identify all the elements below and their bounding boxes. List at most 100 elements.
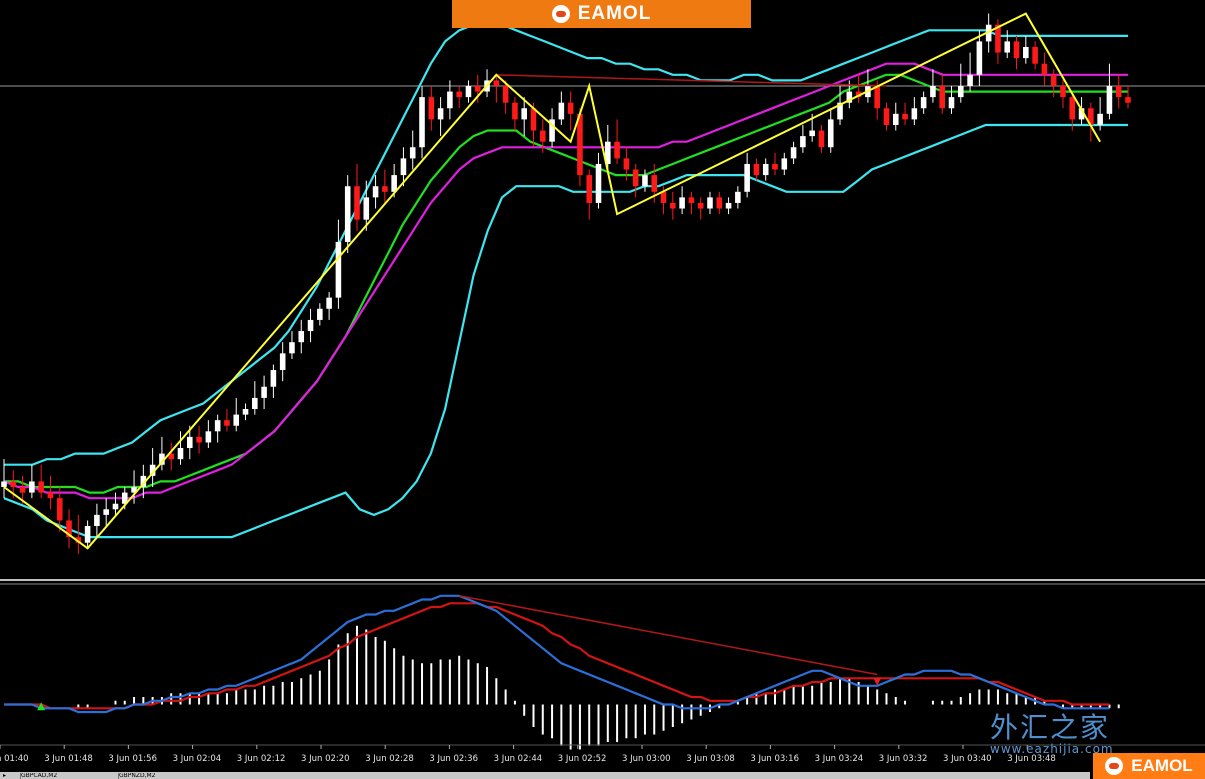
candle[interactable]: [474, 74, 481, 103]
candle[interactable]: [279, 342, 286, 382]
candle[interactable]: [772, 152, 778, 176]
candle[interactable]: [632, 163, 639, 198]
candle[interactable]: [1032, 41, 1038, 70]
price-pane[interactable]: [0, 12, 1205, 554]
tab-scroll-icon[interactable]: ▸: [3, 772, 7, 779]
candle[interactable]: [549, 108, 555, 148]
candle[interactable]: [790, 141, 797, 164]
candle[interactable]: [252, 381, 258, 415]
candle[interactable]: [595, 152, 602, 209]
candle[interactable]: [419, 85, 425, 159]
candle[interactable]: [409, 130, 416, 170]
tab-gbpcad[interactable]: GBPCAD,M2: [20, 773, 116, 779]
candle[interactable]: [1097, 97, 1103, 131]
price-divergence-line[interactable]: [496, 74, 887, 87]
candle[interactable]: [930, 69, 936, 103]
candle[interactable]: [539, 119, 546, 153]
candle[interactable]: [577, 108, 583, 187]
candle[interactable]: [883, 102, 890, 131]
candle[interactable]: [205, 420, 212, 449]
candle[interactable]: [623, 147, 630, 181]
candle[interactable]: [66, 509, 72, 549]
candle[interactable]: [38, 464, 44, 499]
candle[interactable]: [437, 97, 444, 137]
tab-gbpnzd[interactable]: GBPNZD,M2: [118, 773, 209, 779]
candle[interactable]: [363, 180, 370, 231]
candle[interactable]: [1106, 63, 1113, 120]
candle[interactable]: [1060, 80, 1066, 109]
candle[interactable]: [242, 403, 249, 421]
candle[interactable]: [335, 219, 342, 309]
candle[interactable]: [1013, 35, 1020, 70]
candle[interactable]: [725, 197, 732, 215]
candle[interactable]: [159, 436, 165, 471]
candle[interactable]: [1004, 30, 1011, 59]
candle[interactable]: [177, 431, 184, 465]
candle[interactable]: [47, 475, 54, 510]
candle[interactable]: [762, 158, 769, 181]
candle[interactable]: [75, 514, 82, 554]
candle[interactable]: [892, 102, 899, 131]
candle[interactable]: [679, 186, 685, 215]
candle[interactable]: [502, 80, 509, 114]
candle[interactable]: [344, 175, 351, 254]
candle[interactable]: [103, 498, 109, 527]
candle[interactable]: [354, 163, 360, 231]
candle[interactable]: [920, 91, 927, 114]
candle[interactable]: [753, 158, 760, 181]
candle[interactable]: [131, 470, 137, 504]
candle[interactable]: [289, 331, 295, 359]
candle[interactable]: [19, 475, 26, 504]
candle[interactable]: [1088, 102, 1094, 142]
candle[interactable]: [270, 364, 277, 398]
candle[interactable]: [326, 292, 332, 320]
candle[interactable]: [744, 152, 750, 198]
candle[interactable]: [902, 102, 908, 125]
candle[interactable]: [261, 375, 267, 410]
candle[interactable]: [140, 464, 147, 499]
candle[interactable]: [642, 169, 648, 192]
candle[interactable]: [855, 74, 862, 103]
candle[interactable]: [697, 197, 704, 220]
candle[interactable]: [56, 487, 63, 532]
candle[interactable]: [567, 91, 574, 131]
candle[interactable]: [214, 414, 221, 443]
candle[interactable]: [985, 13, 992, 53]
candle[interactable]: [605, 124, 611, 170]
candle[interactable]: [939, 74, 946, 114]
candle[interactable]: [1069, 91, 1076, 131]
candle[interactable]: [112, 492, 119, 515]
candle[interactable]: [800, 124, 806, 153]
candle[interactable]: [521, 97, 527, 137]
candle[interactable]: [1125, 85, 1131, 109]
candle[interactable]: [307, 308, 314, 343]
candle[interactable]: [456, 85, 462, 109]
candle[interactable]: [372, 175, 379, 209]
candle[interactable]: [196, 425, 202, 454]
candle[interactable]: [400, 147, 407, 187]
candle[interactable]: [827, 108, 834, 153]
candle[interactable]: [1041, 52, 1048, 86]
candle[interactable]: [168, 442, 174, 471]
zigzag-line[interactable]: [3, 12, 1101, 550]
macd-divergence-line[interactable]: [459, 595, 878, 676]
candle[interactable]: [298, 319, 305, 354]
candle[interactable]: [29, 464, 35, 499]
candle[interactable]: [1115, 74, 1122, 109]
candle[interactable]: [967, 52, 973, 92]
candle[interactable]: [1, 459, 7, 499]
candle[interactable]: [948, 85, 955, 114]
candle[interactable]: [493, 74, 500, 103]
macd-pane[interactable]: [4, 594, 1120, 750]
candle[interactable]: [781, 152, 788, 176]
candle[interactable]: [428, 85, 435, 131]
candle[interactable]: [707, 191, 713, 215]
candle[interactable]: [1050, 69, 1057, 98]
candle[interactable]: [224, 409, 230, 432]
candle[interactable]: [958, 63, 964, 103]
brand-banner-top[interactable]: EAMOL: [452, 0, 751, 28]
candle[interactable]: [84, 520, 91, 549]
candle[interactable]: [586, 169, 593, 220]
candle[interactable]: [530, 102, 537, 148]
candle[interactable]: [233, 397, 240, 432]
